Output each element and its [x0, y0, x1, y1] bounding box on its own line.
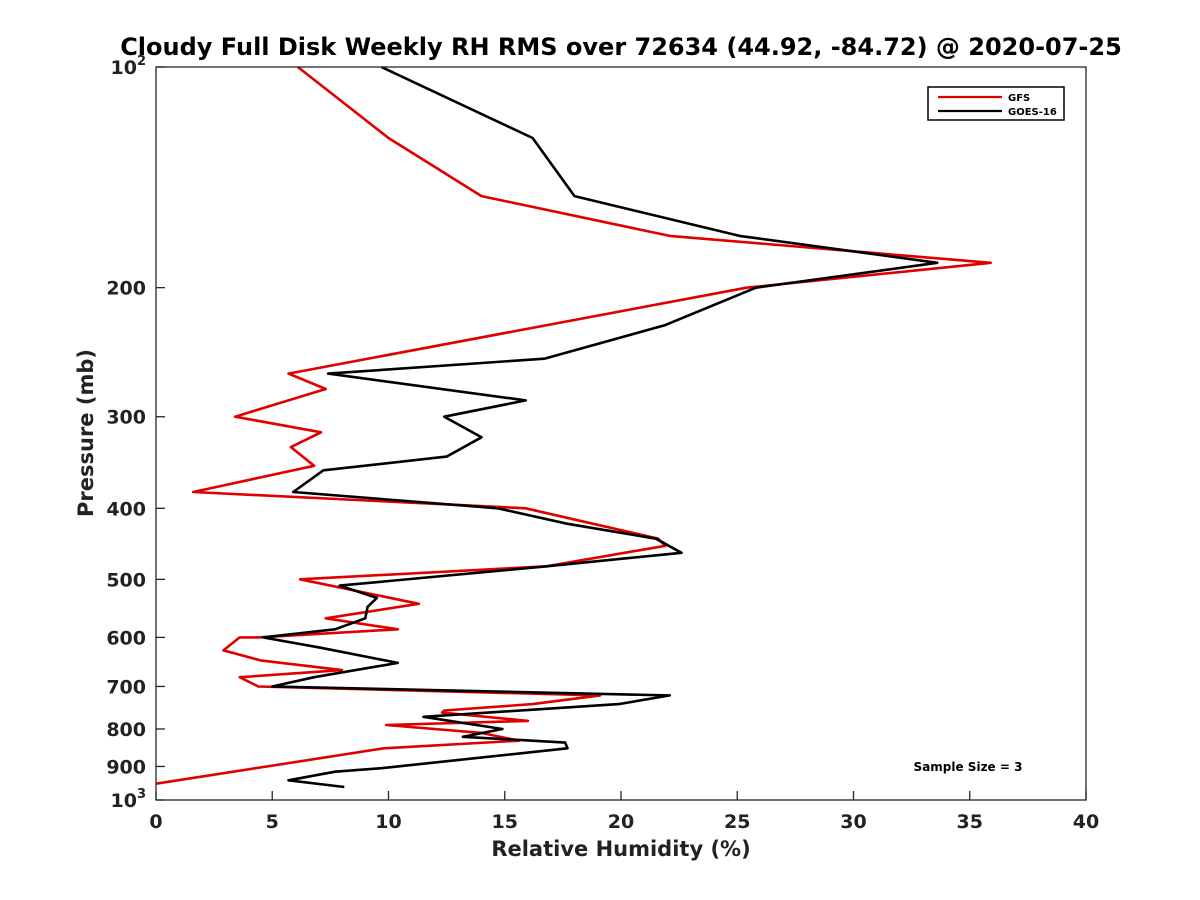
- y-tick-label: 800: [106, 719, 146, 741]
- legend-box: [927, 86, 1065, 121]
- x-tick-label: 35: [957, 811, 983, 833]
- legend-label-gfs: GFS: [1008, 93, 1030, 104]
- x-tick-label: 5: [266, 811, 279, 833]
- y-tick-label: 900: [106, 756, 146, 778]
- legend-label-goes16: GOES-16: [1008, 107, 1057, 118]
- y-tick-label: 103: [111, 787, 147, 812]
- legend: GFS GOES-16: [927, 86, 1065, 121]
- x-tick-label: 30: [840, 811, 866, 833]
- y-tick-label: 700: [106, 676, 146, 698]
- x-tick-label: 20: [608, 811, 634, 833]
- y-tick-label: 500: [106, 569, 146, 591]
- plot-lines: [155, 65, 993, 789]
- x-tick-label: 15: [492, 811, 518, 833]
- y-tick-label: 200: [106, 278, 146, 300]
- x-axis: 0 5 10 15 20 25 30 35 40: [149, 791, 1099, 833]
- chart-title: Cloudy Full Disk Weekly RH RMS over 7263…: [120, 33, 1122, 61]
- x-tick-label: 0: [149, 811, 162, 833]
- y-tick-label: 400: [106, 498, 146, 520]
- sample-size-annotation: Sample Size = 3: [914, 760, 1023, 774]
- y-tick-label: 600: [106, 627, 146, 649]
- y-axis-label: Pressure (mb): [74, 349, 98, 517]
- x-tick-label: 10: [375, 811, 401, 833]
- goes16-profile-line: [261, 65, 939, 789]
- x-tick-label: 40: [1073, 811, 1099, 833]
- y-tick-label: 300: [106, 407, 146, 429]
- x-axis-label: Relative Humidity (%): [491, 837, 750, 861]
- x-tick-label: 25: [724, 811, 750, 833]
- y-tick-label: 102: [111, 54, 147, 79]
- y-axis: 102 200 300 400 500 600 700 800 900 103: [106, 54, 165, 812]
- gfs-profile-line: [155, 65, 993, 785]
